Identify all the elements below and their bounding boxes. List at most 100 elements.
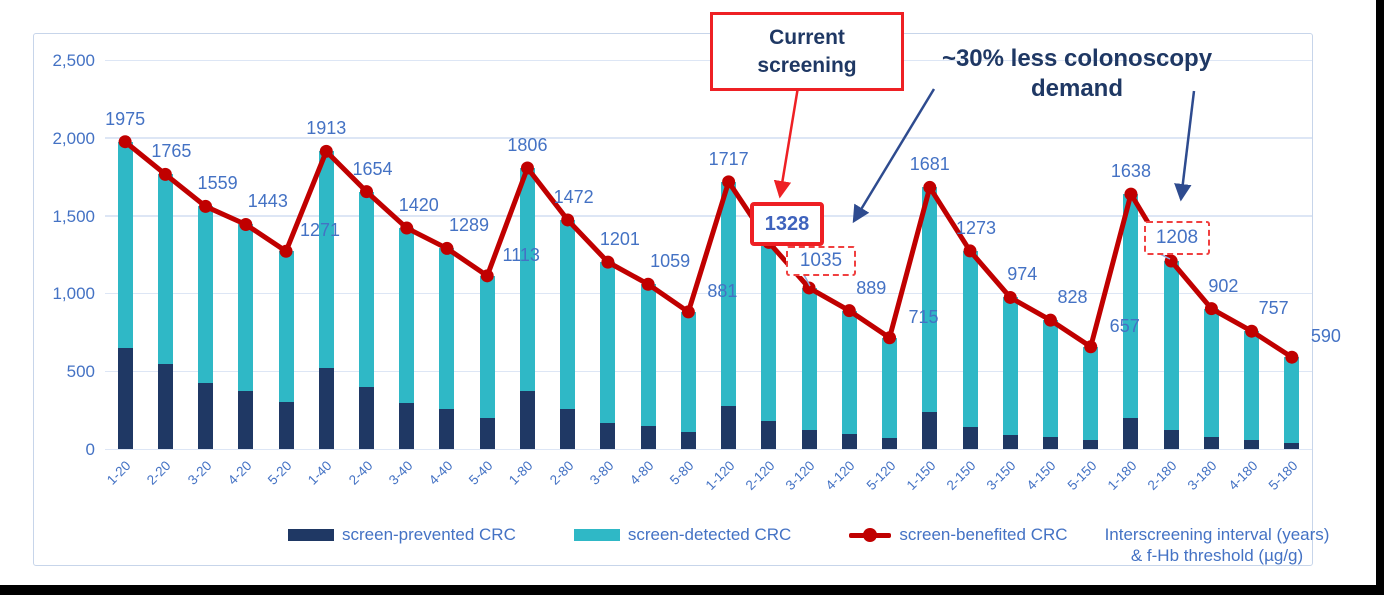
data-label: 974 bbox=[1007, 264, 1038, 285]
bar-segment-detected bbox=[1244, 331, 1260, 441]
bar-segment-prevented bbox=[318, 368, 334, 449]
data-label: 1273 bbox=[955, 217, 997, 238]
bar-segment-prevented bbox=[117, 347, 133, 449]
x-axis-title-line1: Interscreening interval (years) bbox=[1104, 525, 1330, 544]
data-label: 1271 bbox=[300, 220, 341, 241]
data-label: 715 bbox=[908, 306, 939, 327]
bar-segment-detected bbox=[519, 167, 535, 392]
bar-segment-prevented bbox=[640, 426, 656, 449]
bar-segment-prevented bbox=[1123, 417, 1139, 449]
data-label: 657 bbox=[1109, 315, 1140, 336]
y-axis-tick-label: 2,000 bbox=[52, 128, 95, 148]
bar-segment-detected bbox=[1002, 297, 1018, 435]
data-label: 902 bbox=[1208, 275, 1239, 296]
bar-segment-prevented bbox=[399, 403, 415, 449]
bar-segment-prevented bbox=[1244, 440, 1260, 449]
bar-segment-detected bbox=[117, 141, 133, 348]
data-label: 1681 bbox=[909, 154, 950, 175]
data-label: 1443 bbox=[247, 191, 288, 212]
data-label: 1059 bbox=[650, 251, 691, 272]
bar-segment-detected bbox=[1042, 320, 1058, 437]
bar-segment-detected bbox=[1083, 346, 1099, 440]
bar-segment-detected bbox=[1123, 194, 1139, 418]
data-label: 1913 bbox=[306, 118, 347, 139]
data-label: 881 bbox=[707, 280, 738, 301]
bar-segment-prevented bbox=[1042, 436, 1058, 449]
bar-segment-prevented bbox=[962, 427, 978, 449]
bar-segment-detected bbox=[761, 242, 777, 421]
data-label: 1113 bbox=[502, 244, 540, 265]
bar-segment-detected bbox=[560, 219, 576, 410]
bar-segment-prevented bbox=[922, 412, 938, 449]
bar-segment-detected bbox=[801, 287, 817, 431]
current-screening-callout: Current screening bbox=[710, 12, 904, 91]
y-gridline bbox=[105, 370, 1312, 373]
data-label: 1289 bbox=[448, 215, 489, 236]
y-axis-tick-label: 1,500 bbox=[52, 206, 95, 226]
bar-segment-prevented bbox=[1203, 437, 1219, 449]
bar-segment-prevented bbox=[801, 430, 817, 449]
bar-segment-detected bbox=[198, 206, 214, 383]
bar-segment-detected bbox=[841, 310, 857, 435]
y-gridline bbox=[105, 448, 1312, 450]
bar-segment-detected bbox=[439, 248, 455, 410]
y-axis-tick-label: 500 bbox=[66, 362, 95, 382]
bar-segment-detected bbox=[600, 262, 616, 424]
data-label: 1638 bbox=[1110, 161, 1151, 182]
bar-segment-prevented bbox=[198, 382, 214, 449]
bar-segment-prevented bbox=[841, 434, 857, 449]
bar-segment-prevented bbox=[560, 409, 576, 449]
prevented-swatch-icon bbox=[288, 529, 334, 541]
bar-segment-detected bbox=[640, 284, 656, 427]
data-label: 1472 bbox=[553, 186, 594, 207]
bar-segment-prevented bbox=[359, 386, 375, 449]
bar-segment-detected bbox=[922, 187, 938, 413]
data-label: 757 bbox=[1258, 298, 1289, 319]
data-label: 828 bbox=[1057, 287, 1088, 308]
bar-segment-prevented bbox=[680, 431, 696, 449]
bar-segment-detected bbox=[278, 251, 294, 403]
screenshot-black-edge-bottom bbox=[0, 585, 1384, 595]
bar-segment-detected bbox=[157, 174, 173, 365]
bar-segment-detected bbox=[1163, 261, 1179, 431]
data-label: 1559 bbox=[197, 173, 238, 194]
bar-segment-prevented bbox=[1083, 439, 1099, 449]
x-axis-title: Interscreening interval (years) & f-Hb t… bbox=[1068, 524, 1366, 567]
data-label: 1806 bbox=[507, 134, 548, 155]
bar-segment-detected bbox=[359, 191, 375, 387]
bar-segment-prevented bbox=[721, 406, 737, 449]
bar-segment-prevented bbox=[439, 409, 455, 449]
legend-label-prevented: screen-prevented CRC bbox=[342, 525, 516, 544]
x-axis-title-line2: & f-Hb threshold (µg/g) bbox=[1130, 546, 1304, 566]
bar-segment-prevented bbox=[1002, 434, 1018, 449]
bar-segment-detected bbox=[962, 250, 978, 428]
bar-segment-prevented bbox=[157, 364, 173, 449]
bar-segment-detected bbox=[1284, 357, 1300, 443]
y-axis-tick-label: 2,500 bbox=[52, 51, 95, 70]
y-axis-tick-label: 0 bbox=[85, 440, 95, 459]
chart-legend: screen-prevented CRC screen-detected CRC… bbox=[288, 525, 1068, 545]
legend-label-detected: screen-detected CRC bbox=[627, 525, 792, 544]
legend-label-benefited: screen-benefited CRC bbox=[899, 525, 1068, 544]
data-label: 1420 bbox=[398, 195, 439, 216]
current-screening-value-box: 1328 bbox=[750, 202, 824, 246]
benefited-line-marker-icon bbox=[849, 528, 892, 542]
bar-segment-detected bbox=[238, 224, 254, 391]
current-screening-label: Current screening bbox=[757, 26, 857, 77]
bar-segment-prevented bbox=[519, 391, 535, 449]
less-demand-annotation: ~30% less colonoscopy demand bbox=[941, 45, 1213, 102]
bar-segment-detected bbox=[399, 228, 415, 404]
bar-segment-prevented bbox=[238, 390, 254, 449]
bar-segment-prevented bbox=[1163, 430, 1179, 449]
data-label: 1975 bbox=[105, 108, 146, 129]
bar-segment-detected bbox=[680, 311, 696, 432]
bar-segment-detected bbox=[479, 275, 495, 418]
bar-segment-prevented bbox=[278, 402, 294, 449]
bar-segment-detected bbox=[318, 151, 334, 369]
detected-swatch-icon bbox=[573, 529, 620, 541]
bar-segment-prevented bbox=[1284, 442, 1300, 449]
data-label: 590 bbox=[1310, 326, 1341, 347]
reduced-demand-value-box: 1208 bbox=[1144, 221, 1210, 255]
y-gridline bbox=[105, 137, 1312, 139]
